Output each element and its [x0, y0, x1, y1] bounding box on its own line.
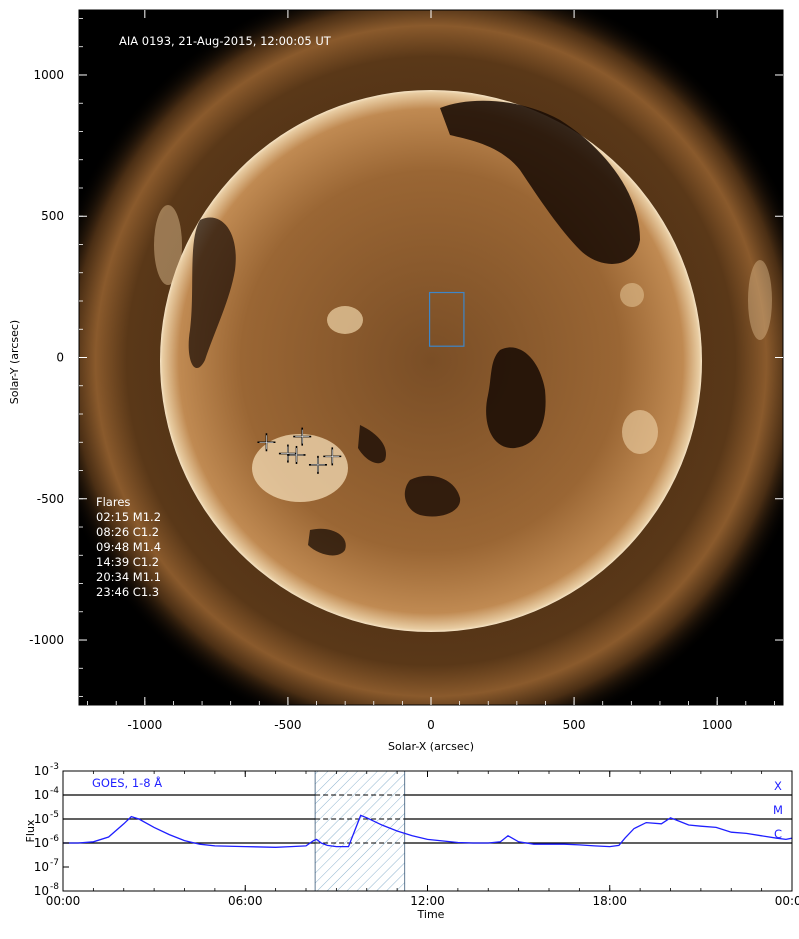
goes-y-tick-label: 10	[34, 788, 49, 802]
goes-flux-series	[63, 814, 792, 848]
flare-marker	[287, 445, 306, 464]
class-label: X	[774, 779, 782, 793]
goes-y-tick-label: 10	[34, 764, 49, 778]
limb-brightening-west	[748, 260, 772, 340]
image-ylabel: Solar-Y (arcsec)	[8, 320, 21, 404]
image-y-tick-label: 0	[56, 351, 64, 365]
sun-image	[79, 10, 783, 705]
goes-y-tick-label: 10	[34, 836, 49, 850]
goes-y-tick-exponent: -4	[50, 786, 59, 796]
class-label: M	[773, 803, 783, 817]
goes-y-tick-label: 10	[34, 812, 49, 826]
image-x-tick-label: 0	[427, 718, 435, 732]
flares-legend: Flares 02:15 M1.2 08:26 C1.2 09:48 M1.4 …	[96, 495, 161, 599]
image-y-tick-label: -1000	[29, 633, 64, 647]
flare-entry: 02:15 M1.2	[96, 510, 161, 524]
goes-title: GOES, 1-8 Å	[92, 775, 162, 790]
limb-brightening-east	[154, 205, 182, 285]
goes-y-tick-label: 10	[34, 860, 49, 874]
active-region-east	[327, 306, 363, 334]
flare-marker	[278, 444, 297, 463]
goes-y-tick-label: 10	[34, 884, 49, 898]
image-y-tick-label: -500	[37, 492, 64, 506]
flare-entry: 09:48 M1.4	[96, 540, 161, 554]
image-xlabel: Solar-X (arcsec)	[388, 740, 474, 753]
goes-ylabel: Flux	[24, 819, 37, 842]
goes-xlabel: Time	[417, 908, 445, 921]
image-header: AIA 0193, 21-Aug-2015, 12:00:05 UT	[119, 34, 332, 48]
flare-entry: 23:46 C1.3	[96, 585, 159, 599]
active-region-southeast	[252, 434, 348, 502]
flare-marker	[308, 455, 327, 474]
goes-x-tick-label: 00:00	[46, 894, 81, 908]
flares-title: Flares	[96, 495, 130, 509]
goes-y-tick-exponent: -3	[50, 762, 59, 772]
flare-entry: 08:26 C1.2	[96, 525, 159, 539]
shaded-interval	[314, 770, 406, 892]
image-x-tick-label: 500	[563, 718, 586, 732]
flare-entry: 14:39 C1.2	[96, 555, 159, 569]
image-axis-ticks: -1000 -500 0 500 1000 1000 500 0 -500 -1000	[29, 10, 783, 732]
goes-y-tick-exponent: -7	[50, 858, 59, 868]
goes-axis-ticks: 00:0006:0012:0018:0000:0010-310-410-510-…	[34, 762, 799, 908]
coronal-hole-center	[486, 347, 546, 449]
dark-filament-2	[308, 528, 346, 556]
flare-entry: 20:34 M1.1	[96, 570, 161, 584]
goes-y-tick-exponent: -5	[50, 810, 59, 820]
flare-markers	[257, 427, 342, 474]
flare-marker	[323, 447, 342, 466]
flare-marker	[257, 433, 276, 452]
flare-marker	[293, 427, 312, 446]
coronal-hole-west	[188, 217, 236, 369]
image-x-tick-label: -1000	[127, 718, 162, 732]
image-x-tick-label: -500	[274, 718, 301, 732]
goes-y-tick-exponent: -6	[50, 834, 59, 844]
goes-x-tick-label: 00:00	[775, 894, 799, 908]
dark-filament	[358, 425, 386, 464]
goes-panel: XMC 00:0006:0012:0018:0000:0010-310-410-…	[24, 762, 799, 921]
region-of-interest-box	[428, 291, 465, 347]
image-y-tick-label: 1000	[33, 68, 64, 82]
active-region-west	[622, 410, 658, 454]
class-label: C	[774, 827, 782, 841]
coronal-hole-north	[440, 100, 640, 264]
sun-image-panel: AIA 0193, 21-Aug-2015, 12:00:05 UT Flare…	[8, 9, 784, 753]
goes-y-tick-exponent: -8	[50, 882, 59, 892]
image-x-tick-label: 1000	[702, 718, 733, 732]
goes-x-tick-label: 06:00	[228, 894, 263, 908]
goes-x-tick-label: 18:00	[592, 894, 627, 908]
active-region-northwest	[620, 283, 644, 307]
goes-x-tick-label: 12:00	[410, 894, 445, 908]
goes-background	[63, 771, 792, 891]
sun-disk	[160, 90, 702, 632]
coronal-hole-south	[404, 475, 461, 517]
image-y-tick-label: 500	[41, 209, 64, 223]
